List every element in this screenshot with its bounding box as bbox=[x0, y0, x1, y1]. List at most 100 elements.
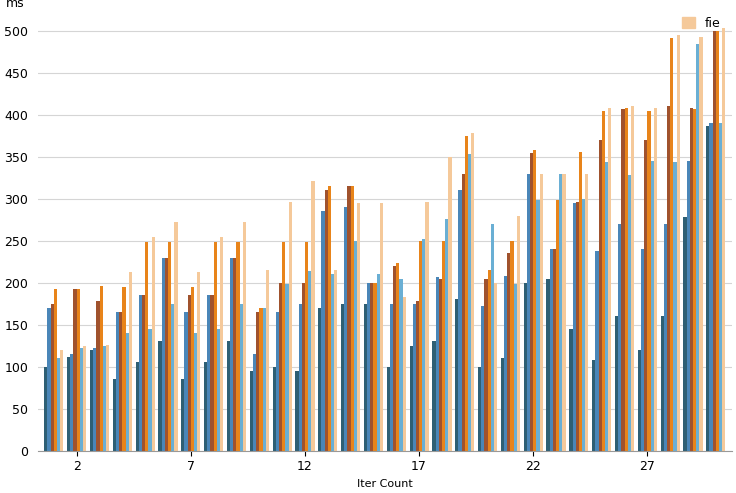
Bar bbox=[504, 276, 507, 451]
Bar bbox=[347, 186, 350, 451]
Bar bbox=[266, 270, 269, 451]
Bar bbox=[487, 270, 491, 451]
Bar bbox=[393, 266, 396, 451]
Bar bbox=[51, 304, 54, 451]
Bar bbox=[208, 295, 210, 451]
Bar bbox=[236, 243, 240, 451]
Bar bbox=[510, 241, 514, 451]
Bar bbox=[289, 202, 291, 451]
Bar bbox=[712, 31, 716, 451]
Bar bbox=[699, 37, 703, 451]
Bar bbox=[638, 350, 641, 451]
Bar bbox=[44, 367, 48, 451]
Bar bbox=[334, 270, 337, 451]
Bar bbox=[116, 312, 119, 451]
Bar bbox=[341, 304, 344, 451]
Bar bbox=[259, 308, 263, 451]
Bar bbox=[77, 288, 80, 451]
Bar bbox=[553, 249, 556, 451]
Bar bbox=[185, 312, 188, 451]
Bar bbox=[628, 176, 631, 451]
Bar bbox=[60, 350, 63, 451]
Bar bbox=[523, 282, 527, 451]
Bar bbox=[455, 299, 459, 451]
Bar bbox=[422, 239, 425, 451]
Bar bbox=[80, 348, 83, 451]
Bar bbox=[648, 110, 651, 451]
Bar bbox=[390, 304, 393, 451]
Bar bbox=[445, 219, 448, 451]
Bar bbox=[344, 207, 347, 451]
Bar bbox=[432, 342, 436, 451]
Bar bbox=[57, 358, 60, 451]
Bar bbox=[644, 140, 648, 451]
Bar bbox=[256, 312, 259, 451]
Bar bbox=[425, 202, 428, 451]
Bar bbox=[625, 108, 628, 451]
Bar bbox=[608, 108, 612, 451]
Bar bbox=[585, 175, 589, 451]
Bar bbox=[716, 31, 719, 451]
Bar bbox=[197, 272, 200, 451]
Bar bbox=[573, 203, 576, 451]
Bar bbox=[579, 152, 582, 451]
Bar bbox=[468, 154, 471, 451]
Bar bbox=[722, 29, 726, 451]
Bar bbox=[413, 304, 416, 451]
Bar bbox=[459, 190, 461, 451]
Bar bbox=[464, 136, 468, 451]
Bar bbox=[311, 181, 314, 451]
Bar bbox=[279, 282, 282, 451]
Bar bbox=[570, 329, 573, 451]
Bar bbox=[305, 243, 308, 451]
Bar bbox=[673, 162, 676, 451]
Bar bbox=[595, 251, 598, 451]
Bar bbox=[357, 203, 360, 451]
Bar bbox=[129, 272, 132, 451]
Bar bbox=[227, 342, 230, 451]
Bar bbox=[651, 161, 654, 451]
Bar bbox=[90, 350, 93, 451]
Bar bbox=[96, 301, 99, 451]
Bar bbox=[377, 274, 380, 451]
Bar bbox=[592, 360, 595, 451]
Bar bbox=[409, 346, 413, 451]
Bar bbox=[126, 333, 129, 451]
Bar bbox=[99, 286, 103, 451]
Bar bbox=[530, 153, 534, 451]
Bar bbox=[286, 284, 289, 451]
Bar bbox=[484, 279, 487, 451]
Bar bbox=[54, 288, 57, 451]
Y-axis label: ms: ms bbox=[5, 0, 24, 10]
Bar bbox=[213, 243, 217, 451]
Bar bbox=[690, 108, 693, 451]
Bar bbox=[380, 203, 383, 451]
Bar bbox=[276, 312, 279, 451]
Bar bbox=[684, 217, 687, 451]
Bar bbox=[282, 243, 286, 451]
Bar bbox=[559, 174, 562, 451]
Bar bbox=[442, 241, 445, 451]
Bar bbox=[165, 257, 168, 451]
Bar bbox=[299, 304, 302, 451]
Bar bbox=[416, 301, 419, 451]
Bar bbox=[478, 367, 481, 451]
Legend: fie: fie bbox=[677, 12, 726, 35]
Bar bbox=[471, 133, 474, 451]
Bar bbox=[562, 174, 566, 451]
Bar bbox=[618, 224, 621, 451]
Bar bbox=[145, 243, 149, 451]
Bar bbox=[696, 43, 699, 451]
Bar bbox=[670, 37, 673, 451]
Bar bbox=[331, 274, 334, 451]
Bar bbox=[308, 271, 311, 451]
Bar bbox=[119, 312, 122, 451]
Bar bbox=[253, 354, 256, 451]
Bar bbox=[74, 289, 77, 451]
Bar bbox=[481, 306, 484, 451]
Bar bbox=[302, 282, 305, 451]
Bar bbox=[364, 304, 367, 451]
Bar bbox=[142, 295, 145, 451]
Bar bbox=[240, 304, 243, 451]
Bar bbox=[491, 224, 494, 451]
